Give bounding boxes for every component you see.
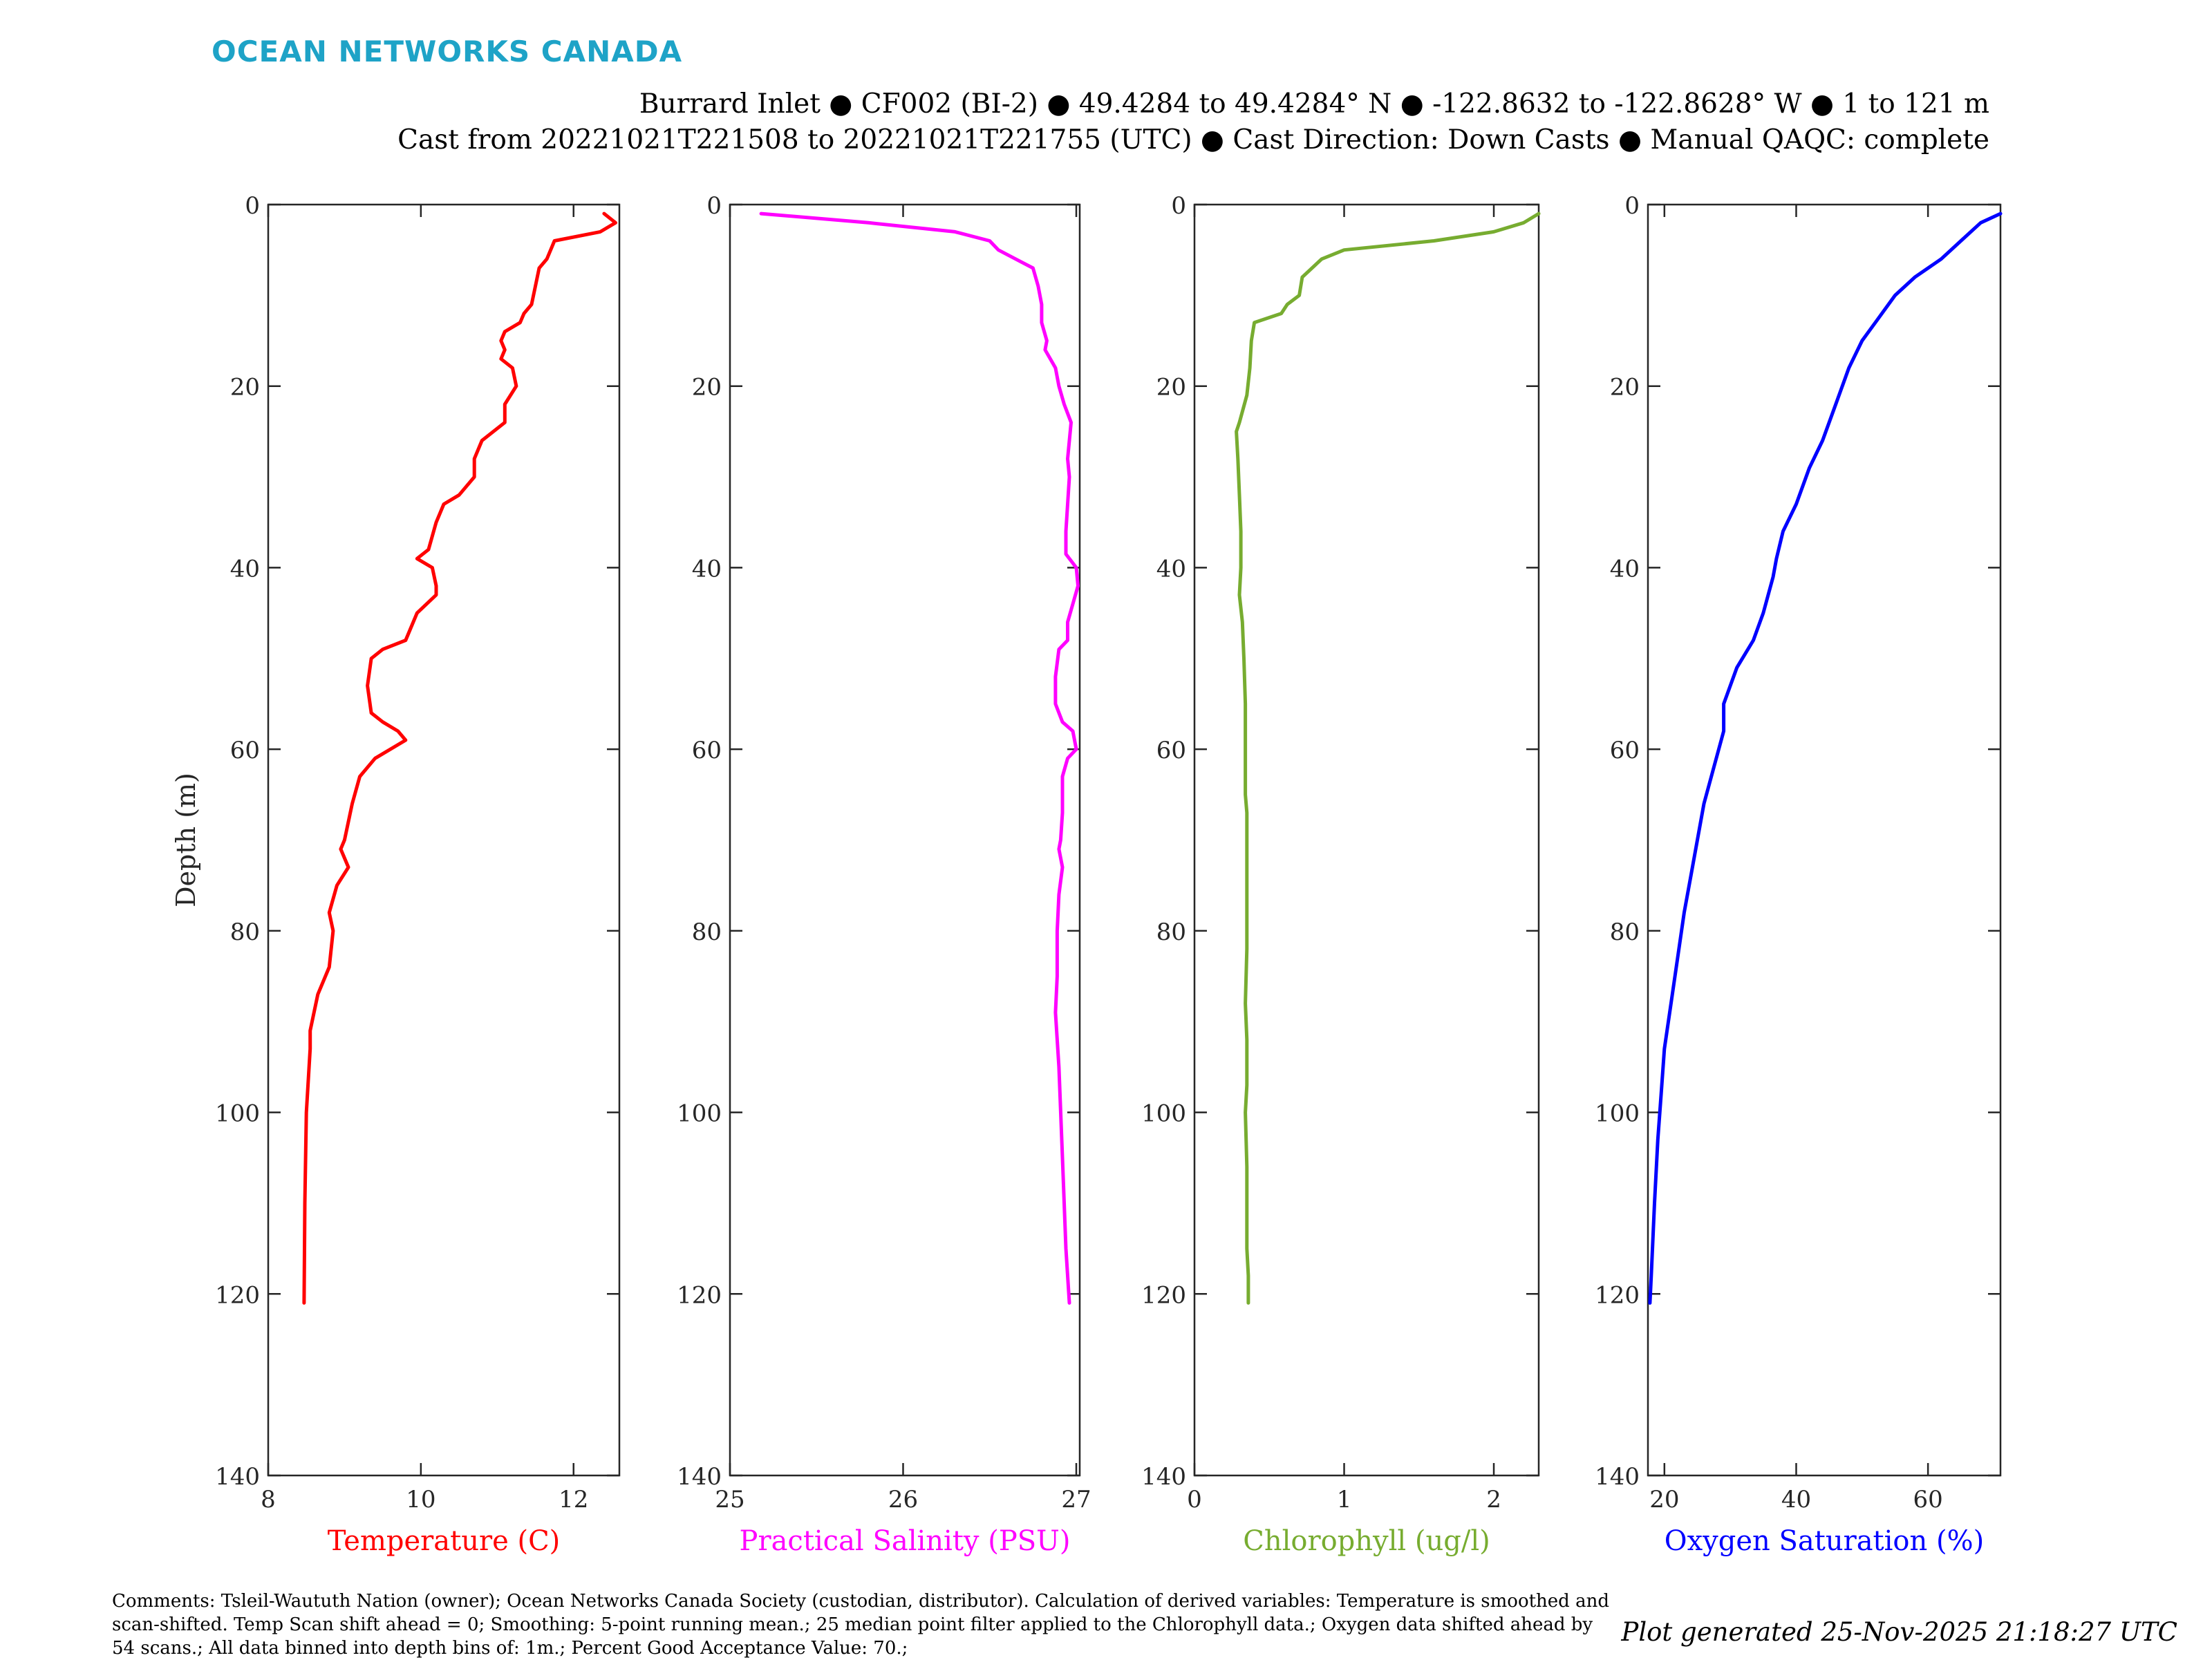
x-tick-label: 12 bbox=[559, 1486, 588, 1513]
y-tick-label: 0 bbox=[706, 192, 722, 220]
y-axis-label: Depth (m) bbox=[171, 773, 201, 907]
y-tick-label: 60 bbox=[1156, 737, 1186, 764]
y-tick-label: 80 bbox=[1610, 918, 1640, 946]
y-tick-label: 40 bbox=[230, 555, 260, 583]
y-tick-label: 140 bbox=[1595, 1463, 1640, 1491]
plot-generated-timestamp: Plot generated 25-Nov-2025 21:18:27 UTC bbox=[1621, 1617, 2177, 1647]
y-tick-label: 20 bbox=[230, 374, 260, 402]
y-tick-label: 60 bbox=[1610, 737, 1640, 764]
comments-text: Comments: Tsleil-Waututh Nation (owner);… bbox=[112, 1591, 1609, 1659]
y-tick-label: 100 bbox=[215, 1100, 260, 1128]
series-line-3 bbox=[1235, 211, 1541, 1305]
x-axis-label: Temperature (C) bbox=[328, 1525, 561, 1557]
ocean-networks-canada-logo: OCEAN NETWORKS CANADA bbox=[212, 35, 683, 68]
x-tick-label: 1 bbox=[1337, 1486, 1352, 1513]
y-tick-label: 80 bbox=[692, 918, 722, 946]
x-tick-label: 25 bbox=[715, 1486, 744, 1513]
y-tick-label: 140 bbox=[1141, 1463, 1186, 1491]
y-tick-label: 120 bbox=[1141, 1281, 1186, 1309]
y-tick-label: 120 bbox=[1595, 1281, 1640, 1309]
series-line-1 bbox=[302, 211, 617, 1305]
x-axis-label: Practical Salinity (PSU) bbox=[740, 1525, 1071, 1557]
y-tick-label: 140 bbox=[677, 1463, 722, 1491]
y-tick-label: 100 bbox=[677, 1100, 722, 1128]
y-tick-label: 20 bbox=[1610, 374, 1640, 402]
y-tick-label: 20 bbox=[692, 374, 722, 402]
y-tick-label: 0 bbox=[1624, 192, 1640, 220]
x-tick-label: 2 bbox=[1486, 1486, 1501, 1513]
y-tick-label: 100 bbox=[1141, 1100, 1186, 1128]
header-location-line: Burrard Inlet ● CF002 (BI-2) ● 49.4284 t… bbox=[639, 88, 1989, 120]
y-tick-label: 40 bbox=[1610, 555, 1640, 583]
header-cast-line: Cast from 20221021T221508 to 20221021T22… bbox=[397, 124, 1989, 155]
series-line-4 bbox=[1648, 211, 2003, 1305]
x-tick-label: 0 bbox=[1187, 1486, 1202, 1513]
y-tick-label: 60 bbox=[230, 737, 260, 764]
y-tick-label: 40 bbox=[692, 555, 722, 583]
y-tick-label: 80 bbox=[1156, 918, 1186, 946]
plot-frame-3 bbox=[1193, 203, 1540, 1477]
x-tick-label: 8 bbox=[261, 1486, 276, 1513]
y-tick-label: 100 bbox=[1595, 1100, 1640, 1128]
x-axis-label: Chlorophyll (ug/l) bbox=[1243, 1525, 1490, 1557]
x-axis-label: Oxygen Saturation (%) bbox=[1665, 1525, 1984, 1557]
y-tick-label: 140 bbox=[215, 1463, 260, 1491]
plot-frame-4 bbox=[1647, 203, 2002, 1477]
plot-frame-2 bbox=[729, 203, 1081, 1477]
x-tick-label: 10 bbox=[406, 1486, 435, 1513]
y-tick-label: 20 bbox=[1156, 374, 1186, 402]
x-tick-label: 40 bbox=[1781, 1486, 1811, 1513]
y-tick-label: 40 bbox=[1156, 555, 1186, 583]
y-tick-label: 120 bbox=[215, 1281, 260, 1309]
x-tick-label: 20 bbox=[1649, 1486, 1679, 1513]
x-tick-label: 26 bbox=[888, 1486, 918, 1513]
x-tick-label: 27 bbox=[1061, 1486, 1091, 1513]
plot-frame-1 bbox=[267, 203, 621, 1477]
y-tick-label: 80 bbox=[230, 918, 260, 946]
x-tick-label: 60 bbox=[1913, 1486, 1943, 1513]
y-tick-label: 0 bbox=[1171, 192, 1186, 220]
y-tick-label: 120 bbox=[677, 1281, 722, 1309]
y-tick-label: 60 bbox=[692, 737, 722, 764]
y-tick-label: 0 bbox=[245, 192, 260, 220]
series-line-2 bbox=[759, 211, 1080, 1305]
